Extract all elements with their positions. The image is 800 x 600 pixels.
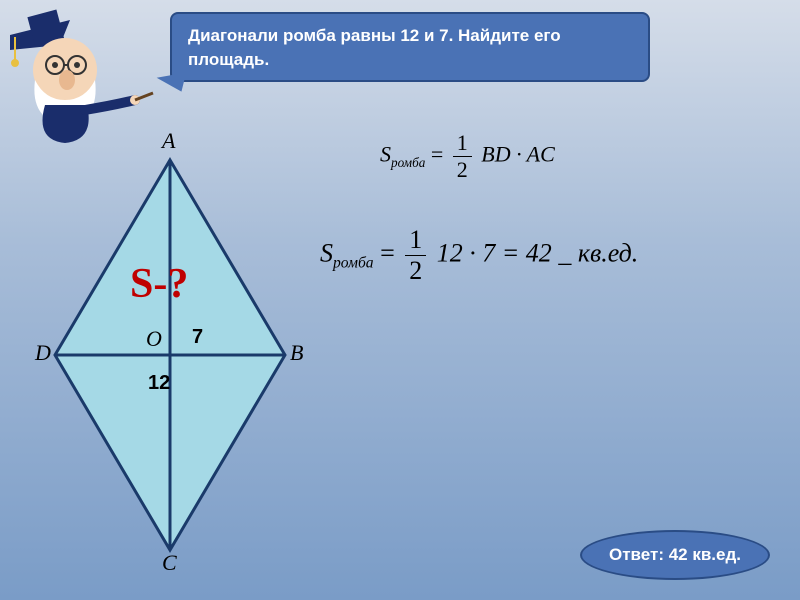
f2-sub: ромба xyxy=(333,255,374,272)
professor-icon xyxy=(5,5,155,145)
vertex-A: A xyxy=(162,128,175,154)
rhombus-svg xyxy=(40,150,300,560)
f1-S: S xyxy=(380,142,391,167)
rhombus-diagram: A B C D O S-? 7 12 xyxy=(40,150,300,560)
diagonal-12-label: 12 xyxy=(148,372,170,395)
formula-calculation: Sромба = 1 2 12 · 7 = 42 _ кв.ед. xyxy=(320,225,638,286)
vertex-O: O xyxy=(146,326,162,352)
vertex-C: C xyxy=(162,550,177,576)
f1-rhs: BD · AC xyxy=(481,142,555,167)
f1-num: 1 xyxy=(453,130,472,157)
formula-general: Sромба = 1 2 BD · AC xyxy=(380,130,555,183)
f2-frac: 1 2 xyxy=(405,225,426,286)
problem-box: Диагонали ромба равны 12 и 7. Найдите ег… xyxy=(170,12,650,82)
problem-text: Диагонали ромба равны 12 и 7. Найдите ег… xyxy=(188,26,561,69)
diagonal-7-label: 7 xyxy=(192,326,203,349)
vertex-D: D xyxy=(35,340,51,366)
f1-sub: ромба xyxy=(391,155,425,170)
slide: Диагонали ромба равны 12 и 7. Найдите ег… xyxy=(0,0,800,600)
f1-frac: 1 2 xyxy=(453,130,472,183)
answer-box: Ответ: 42 кв.ед. xyxy=(580,530,770,580)
answer-text: Ответ: 42 кв.ед. xyxy=(609,545,741,565)
f2-mid: 12 · 7 = 42 xyxy=(437,238,552,267)
f2-unit: _ кв.ед. xyxy=(558,238,638,267)
f2-num: 1 xyxy=(405,225,426,256)
f2-S: S xyxy=(320,238,333,267)
f1-den: 2 xyxy=(453,157,472,183)
area-question-label: S-? xyxy=(130,260,188,308)
speech-tail xyxy=(157,73,190,96)
f2-den: 2 xyxy=(405,256,426,286)
vertex-B: B xyxy=(290,340,303,366)
